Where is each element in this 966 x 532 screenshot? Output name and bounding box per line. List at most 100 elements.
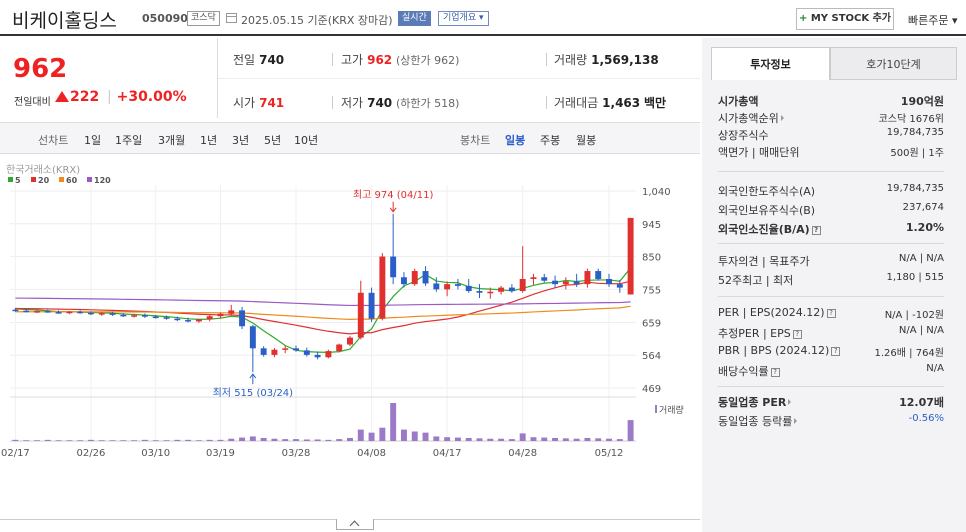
candle-body <box>325 351 332 358</box>
candle-body <box>433 283 440 290</box>
stock-chart[interactable]: 한국거래소(KRX) 5 20 60 120 1,040 945 850 755 659 564 46… <box>0 155 700 465</box>
current-price: 962 <box>13 54 68 84</box>
volume-bar <box>87 439 94 441</box>
section-divider <box>718 243 944 244</box>
arrow-right-icon <box>780 115 784 121</box>
week52-value: 1,180 | 515 <box>886 272 944 283</box>
divider <box>546 96 547 109</box>
volume-bar <box>347 437 353 441</box>
candle-body <box>508 287 515 292</box>
foreign-section: 외국인한도주식수(A) 19,784,735 외국인보유주식수(B) 237,674… <box>718 183 944 238</box>
low-arrow-icon <box>249 373 257 379</box>
add-mystock-button[interactable]: + MY STOCK 추가 <box>796 8 894 30</box>
ma-line-120 <box>15 297 631 307</box>
period-5y[interactable]: 5년 <box>264 134 282 147</box>
candle-daily[interactable]: 일봉 <box>505 134 526 147</box>
industry-rate-label: 동일업종 등락률 <box>718 413 798 429</box>
y-tick-label: 564 <box>642 351 661 362</box>
x-tick-label: 02/17 <box>1 448 30 459</box>
candle-chart-label: 봉차트 <box>460 134 491 147</box>
low-price: 저가 740 (하한가 518) <box>341 94 459 111</box>
x-tick-label: 04/28 <box>508 448 537 459</box>
help-icon[interactable]: ? <box>770 368 780 377</box>
candle-body <box>584 271 591 285</box>
tab-hoga-10[interactable]: 호가10단계 <box>830 47 957 80</box>
help-icon[interactable]: ? <box>831 347 841 356</box>
volume-bar <box>55 440 62 441</box>
shares-value: 19,784,735 <box>886 127 944 138</box>
industry-per-row[interactable]: 동일업종 PER 12.07배 <box>718 394 944 413</box>
help-icon[interactable]: ? <box>826 309 836 318</box>
ma-legend-label: 20 <box>38 176 50 185</box>
period-1y[interactable]: 1년 <box>200 134 218 147</box>
pbr-value: 1.26배 | 764원 <box>874 348 944 359</box>
high-arrow-icon <box>389 207 397 213</box>
candle-body <box>498 287 505 292</box>
per-value: N/A | -102원 <box>884 310 944 321</box>
est-per-text: 추정PER | EPS <box>718 327 791 340</box>
industry-rate-text: 동일업종 등락률 <box>718 415 793 428</box>
collapse-chart-button[interactable] <box>336 519 374 530</box>
candle-body <box>260 348 267 355</box>
low-annotation: 최저 515 (03/24) <box>213 387 294 399</box>
week52-label: 52주최고 | 최저 <box>718 274 794 287</box>
dividend-value: N/A <box>926 363 944 374</box>
arrow-right-icon <box>788 399 792 405</box>
high-price-value: 962 <box>367 53 393 67</box>
candle-body <box>444 284 451 290</box>
line-chart-label: 선차트 <box>38 134 69 147</box>
help-icon[interactable]: ? <box>811 226 821 235</box>
period-1d[interactable]: 1일 <box>84 134 102 147</box>
industry-rate-value: -0.56% <box>908 413 944 424</box>
row-divider <box>218 78 700 79</box>
candle-body <box>131 315 138 317</box>
stock-code: 050090 <box>142 12 188 25</box>
candle-body <box>120 314 127 317</box>
candle-body <box>336 344 343 352</box>
pbr-label: PBR | BPS (2024.12)? <box>718 344 841 357</box>
industry-per-label: 동일업종 PER <box>718 394 792 410</box>
candle-body <box>314 354 321 358</box>
candle-body <box>552 280 559 285</box>
candlestick-chart[interactable]: 한국거래소(KRX)5 20 60 120 1,040 945 850 755 659 564 46… <box>0 155 700 465</box>
candle-monthly[interactable]: 월봉 <box>576 134 597 147</box>
volume-bar <box>390 403 397 441</box>
volume-bar <box>293 439 299 441</box>
market-cap-row: 시가총액 190억원 <box>718 93 944 110</box>
volume-bar <box>282 439 289 441</box>
volume-bar <box>12 439 19 441</box>
company-name: 비케이홀딩스 <box>12 10 117 32</box>
reference-date: 2025.05.15 기준(KRX 장마감) <box>241 14 393 27</box>
tab-invest-info[interactable]: 투자정보 <box>711 47 830 80</box>
candle-weekly[interactable]: 주봉 <box>540 134 561 147</box>
volume-bar <box>627 420 634 441</box>
volume-bar <box>120 440 127 441</box>
info-tabs: 투자정보 호가10단계 <box>711 47 957 80</box>
volume-bar <box>616 439 623 441</box>
period-1w[interactable]: 1주일 <box>115 134 143 147</box>
market-cap-rank-row[interactable]: 시가총액순위 코스닥 1676위 <box>718 110 944 127</box>
low-price-label: 저가 <box>341 96 364 110</box>
volume-bar <box>66 440 73 441</box>
pbr-text: PBR | BPS (2024.12) <box>718 344 830 357</box>
realtime-button[interactable]: 실시간 <box>398 11 431 26</box>
period-10y[interactable]: 10년 <box>294 134 319 147</box>
period-3m[interactable]: 3개월 <box>158 134 186 147</box>
candle-body <box>174 318 181 321</box>
candle-body <box>109 313 116 315</box>
high-price-label: 고가 <box>341 53 364 67</box>
company-overview-dropdown[interactable]: 기업개요 ▾ <box>438 11 489 26</box>
valuation-section: PER | EPS(2024.12)? N/A | -102원 추정PER | E… <box>718 306 944 380</box>
volume-label: 거래량 <box>554 53 588 67</box>
period-3y[interactable]: 3년 <box>232 134 250 147</box>
industry-rate-row[interactable]: 동일업종 등락률 -0.56% <box>718 413 944 430</box>
help-icon[interactable]: ? <box>792 330 802 339</box>
quick-order-dropdown[interactable]: 빠른주문 ▾ <box>908 14 958 27</box>
foreign-ratio-text: 외국인소진율(B/A) <box>718 223 810 236</box>
week52-row: 52주최고 | 최저 1,180 | 515 <box>718 272 944 289</box>
volume-bar <box>152 440 159 441</box>
volume-bar <box>109 440 116 441</box>
opinion-value: N/A | N/A <box>898 253 944 264</box>
volume-bar <box>336 439 343 441</box>
ma-line-60 <box>15 305 631 320</box>
